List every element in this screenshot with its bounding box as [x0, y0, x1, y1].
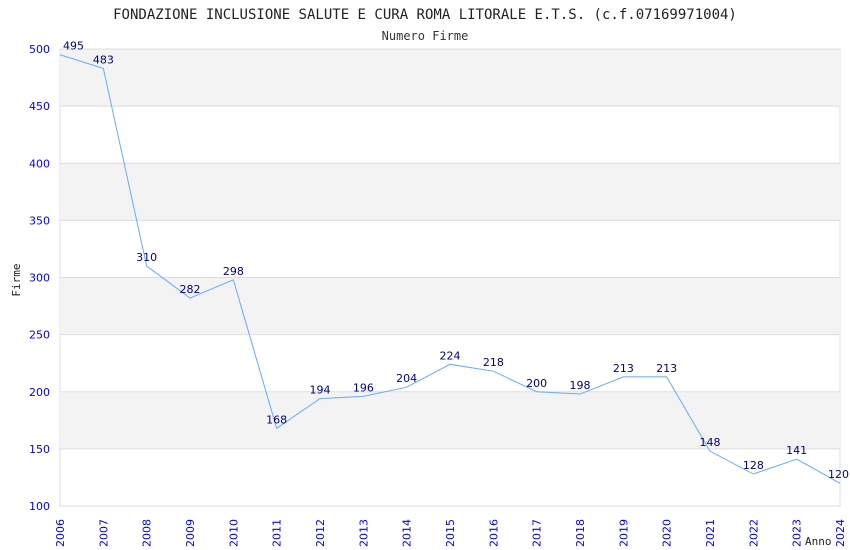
chart-title: FONDAZIONE INCLUSIONE SALUTE E CURA ROMA…	[113, 7, 737, 23]
x-tick-label: 2006	[54, 519, 67, 547]
data-label: 218	[483, 356, 504, 369]
y-tick-label: 400	[29, 157, 50, 170]
x-tick-label: 2010	[227, 519, 240, 547]
x-tick-label: 2008	[141, 519, 154, 547]
y-tick-label: 350	[29, 214, 50, 227]
data-label: 120	[828, 468, 849, 481]
x-tick-label: 2020	[661, 519, 674, 547]
x-tick-label: 2024	[834, 519, 847, 547]
y-tick-label: 200	[29, 386, 50, 399]
x-tick-label: 2007	[97, 519, 110, 547]
data-label: 204	[396, 372, 417, 385]
data-label: 148	[700, 436, 721, 449]
grid-band	[60, 277, 840, 335]
x-tick-label: 2009	[184, 519, 197, 547]
y-tick-label: 150	[29, 443, 50, 456]
x-tick-label: 2012	[314, 519, 327, 547]
x-tick-label: 2011	[271, 519, 284, 547]
y-tick-label: 250	[29, 329, 50, 342]
data-label: 128	[743, 459, 764, 472]
chart-subtitle: Numero Firme	[382, 29, 469, 43]
data-label: 141	[786, 444, 807, 457]
y-tick-label: 300	[29, 272, 50, 285]
y-tick-label: 100	[29, 500, 50, 513]
data-label: 200	[526, 377, 547, 390]
data-label: 213	[613, 362, 634, 375]
y-tick-label: 500	[29, 43, 50, 56]
grid-band	[60, 49, 840, 107]
series-line	[59, 54, 841, 484]
x-tick-label: 2019	[617, 519, 630, 547]
x-tick-label: 2023	[791, 519, 804, 547]
x-tick-label: 2017	[531, 519, 544, 547]
x-tick-label: 2018	[574, 519, 587, 547]
data-label: 224	[440, 349, 461, 362]
grid-band	[60, 163, 840, 221]
x-tick-label: 2016	[487, 519, 500, 547]
y-axis-label: Firme	[10, 263, 23, 296]
data-label: 213	[656, 362, 677, 375]
data-label: 310	[136, 251, 157, 264]
x-axis-label: Anno	[805, 535, 832, 548]
x-tick-label: 2015	[444, 519, 457, 547]
data-label: 298	[223, 265, 244, 278]
x-tick-label: 2014	[401, 519, 414, 547]
x-tick-label: 2022	[747, 519, 760, 547]
data-label: 282	[180, 283, 201, 296]
data-label: 198	[570, 379, 591, 392]
grid-band	[60, 391, 840, 449]
y-tick-label: 450	[29, 100, 50, 113]
data-label: 196	[353, 381, 374, 394]
data-label: 483	[93, 53, 114, 66]
data-label: 168	[266, 413, 287, 426]
x-tick-label: 2021	[704, 519, 717, 547]
x-tick-label: 2013	[357, 519, 370, 547]
data-label: 495	[63, 40, 84, 53]
data-label: 194	[310, 384, 331, 397]
